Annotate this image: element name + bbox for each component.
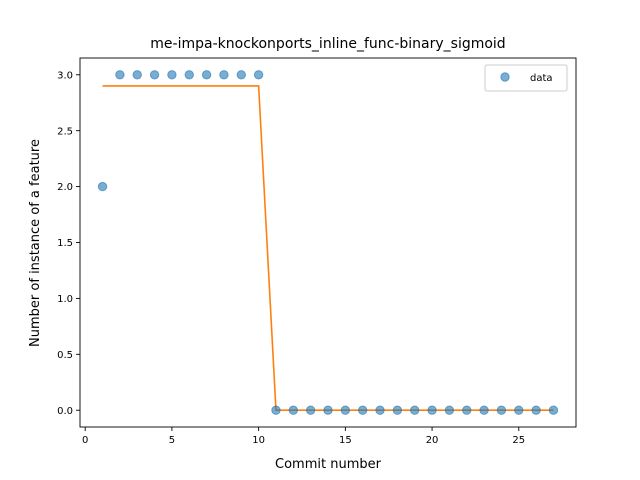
plot-area xyxy=(97,70,559,415)
y-tick-label: 1.5 xyxy=(57,238,73,249)
data-point xyxy=(462,405,472,415)
x-tick-label: 20 xyxy=(426,435,439,446)
x-tick-label: 0 xyxy=(82,435,88,446)
data-point xyxy=(375,405,385,415)
x-tick-label: 10 xyxy=(252,435,265,446)
x-tick-label: 15 xyxy=(339,435,352,446)
data-point xyxy=(305,405,316,415)
data-point xyxy=(427,405,437,415)
y-tick-label: 2.0 xyxy=(57,182,73,193)
data-point xyxy=(201,70,212,80)
data-point xyxy=(479,405,489,415)
data-point xyxy=(548,405,559,415)
data-point xyxy=(97,181,108,192)
y-tick-label: 2.5 xyxy=(57,126,73,137)
y-axis-title: Number of instance of a feature xyxy=(28,139,43,347)
y-tick-label: 1.0 xyxy=(57,294,73,305)
data-point xyxy=(340,405,351,415)
chart-title: me-impa-knockonports_inline_func-binary_… xyxy=(150,36,505,52)
data-point xyxy=(149,70,160,80)
x-tick-label: 25 xyxy=(512,435,525,446)
y-tick-label: 0.0 xyxy=(57,406,73,417)
data-point xyxy=(271,405,281,415)
data-point xyxy=(357,405,368,415)
data-point xyxy=(288,405,299,415)
axes: 0 5 10 15 20 25 0.0 0.5 1.0 1.5 2.0 2.5 3.0 xyxy=(57,57,577,446)
data-point xyxy=(167,70,177,80)
data-point xyxy=(514,405,524,415)
legend-marker xyxy=(500,72,510,82)
data-point xyxy=(392,405,403,415)
data-point xyxy=(410,405,420,415)
data-point xyxy=(444,405,455,415)
data-point xyxy=(236,70,246,80)
x-axis-title: Commit number xyxy=(275,457,382,472)
data-point xyxy=(496,405,507,415)
y-tick-label: 0.5 xyxy=(57,350,73,361)
legend-label: data xyxy=(530,73,553,84)
data-point xyxy=(323,405,333,415)
data-point xyxy=(115,70,125,80)
data-point xyxy=(531,405,541,415)
data-point xyxy=(253,70,264,80)
legend-box xyxy=(484,64,568,92)
x-tick-label: 5 xyxy=(169,435,175,446)
data-point xyxy=(219,70,229,80)
y-tick-label: 3.0 xyxy=(57,70,73,81)
data-point xyxy=(184,70,194,80)
data-point xyxy=(132,70,142,80)
legend: data xyxy=(484,64,568,92)
